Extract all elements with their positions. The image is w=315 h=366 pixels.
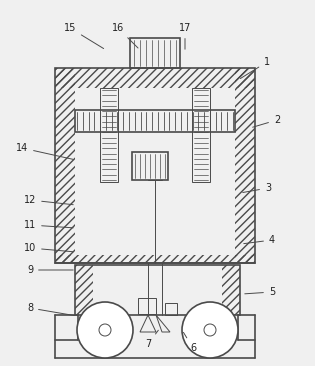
Circle shape: [182, 302, 238, 358]
Circle shape: [77, 302, 133, 358]
Text: 1: 1: [240, 57, 270, 79]
Bar: [130, 38, 180, 68]
Bar: [138, 298, 156, 314]
Text: 7: 7: [145, 330, 158, 349]
Text: 8: 8: [27, 303, 74, 315]
Text: 17: 17: [179, 23, 191, 49]
Bar: [100, 88, 118, 182]
Text: 11: 11: [24, 220, 73, 230]
Bar: [55, 255, 255, 263]
Bar: [75, 265, 240, 315]
Bar: [75, 265, 93, 315]
Bar: [165, 303, 177, 315]
Bar: [55, 68, 75, 263]
Bar: [192, 88, 210, 182]
Bar: [235, 68, 255, 263]
Text: 4: 4: [244, 235, 275, 245]
Bar: [132, 152, 168, 180]
Text: 2: 2: [253, 115, 280, 127]
Circle shape: [204, 324, 216, 336]
Bar: [75, 110, 235, 132]
Text: 15: 15: [64, 23, 104, 49]
Text: 9: 9: [27, 265, 73, 275]
Text: 14: 14: [16, 143, 73, 160]
Text: 10: 10: [24, 243, 73, 253]
Text: 12: 12: [24, 195, 73, 205]
Text: 3: 3: [243, 183, 271, 193]
Bar: [222, 265, 240, 315]
Text: 5: 5: [245, 287, 275, 297]
Bar: [55, 68, 255, 88]
Text: 6: 6: [183, 332, 196, 353]
Circle shape: [99, 324, 111, 336]
Bar: [55, 68, 255, 263]
Text: 16: 16: [112, 23, 138, 48]
